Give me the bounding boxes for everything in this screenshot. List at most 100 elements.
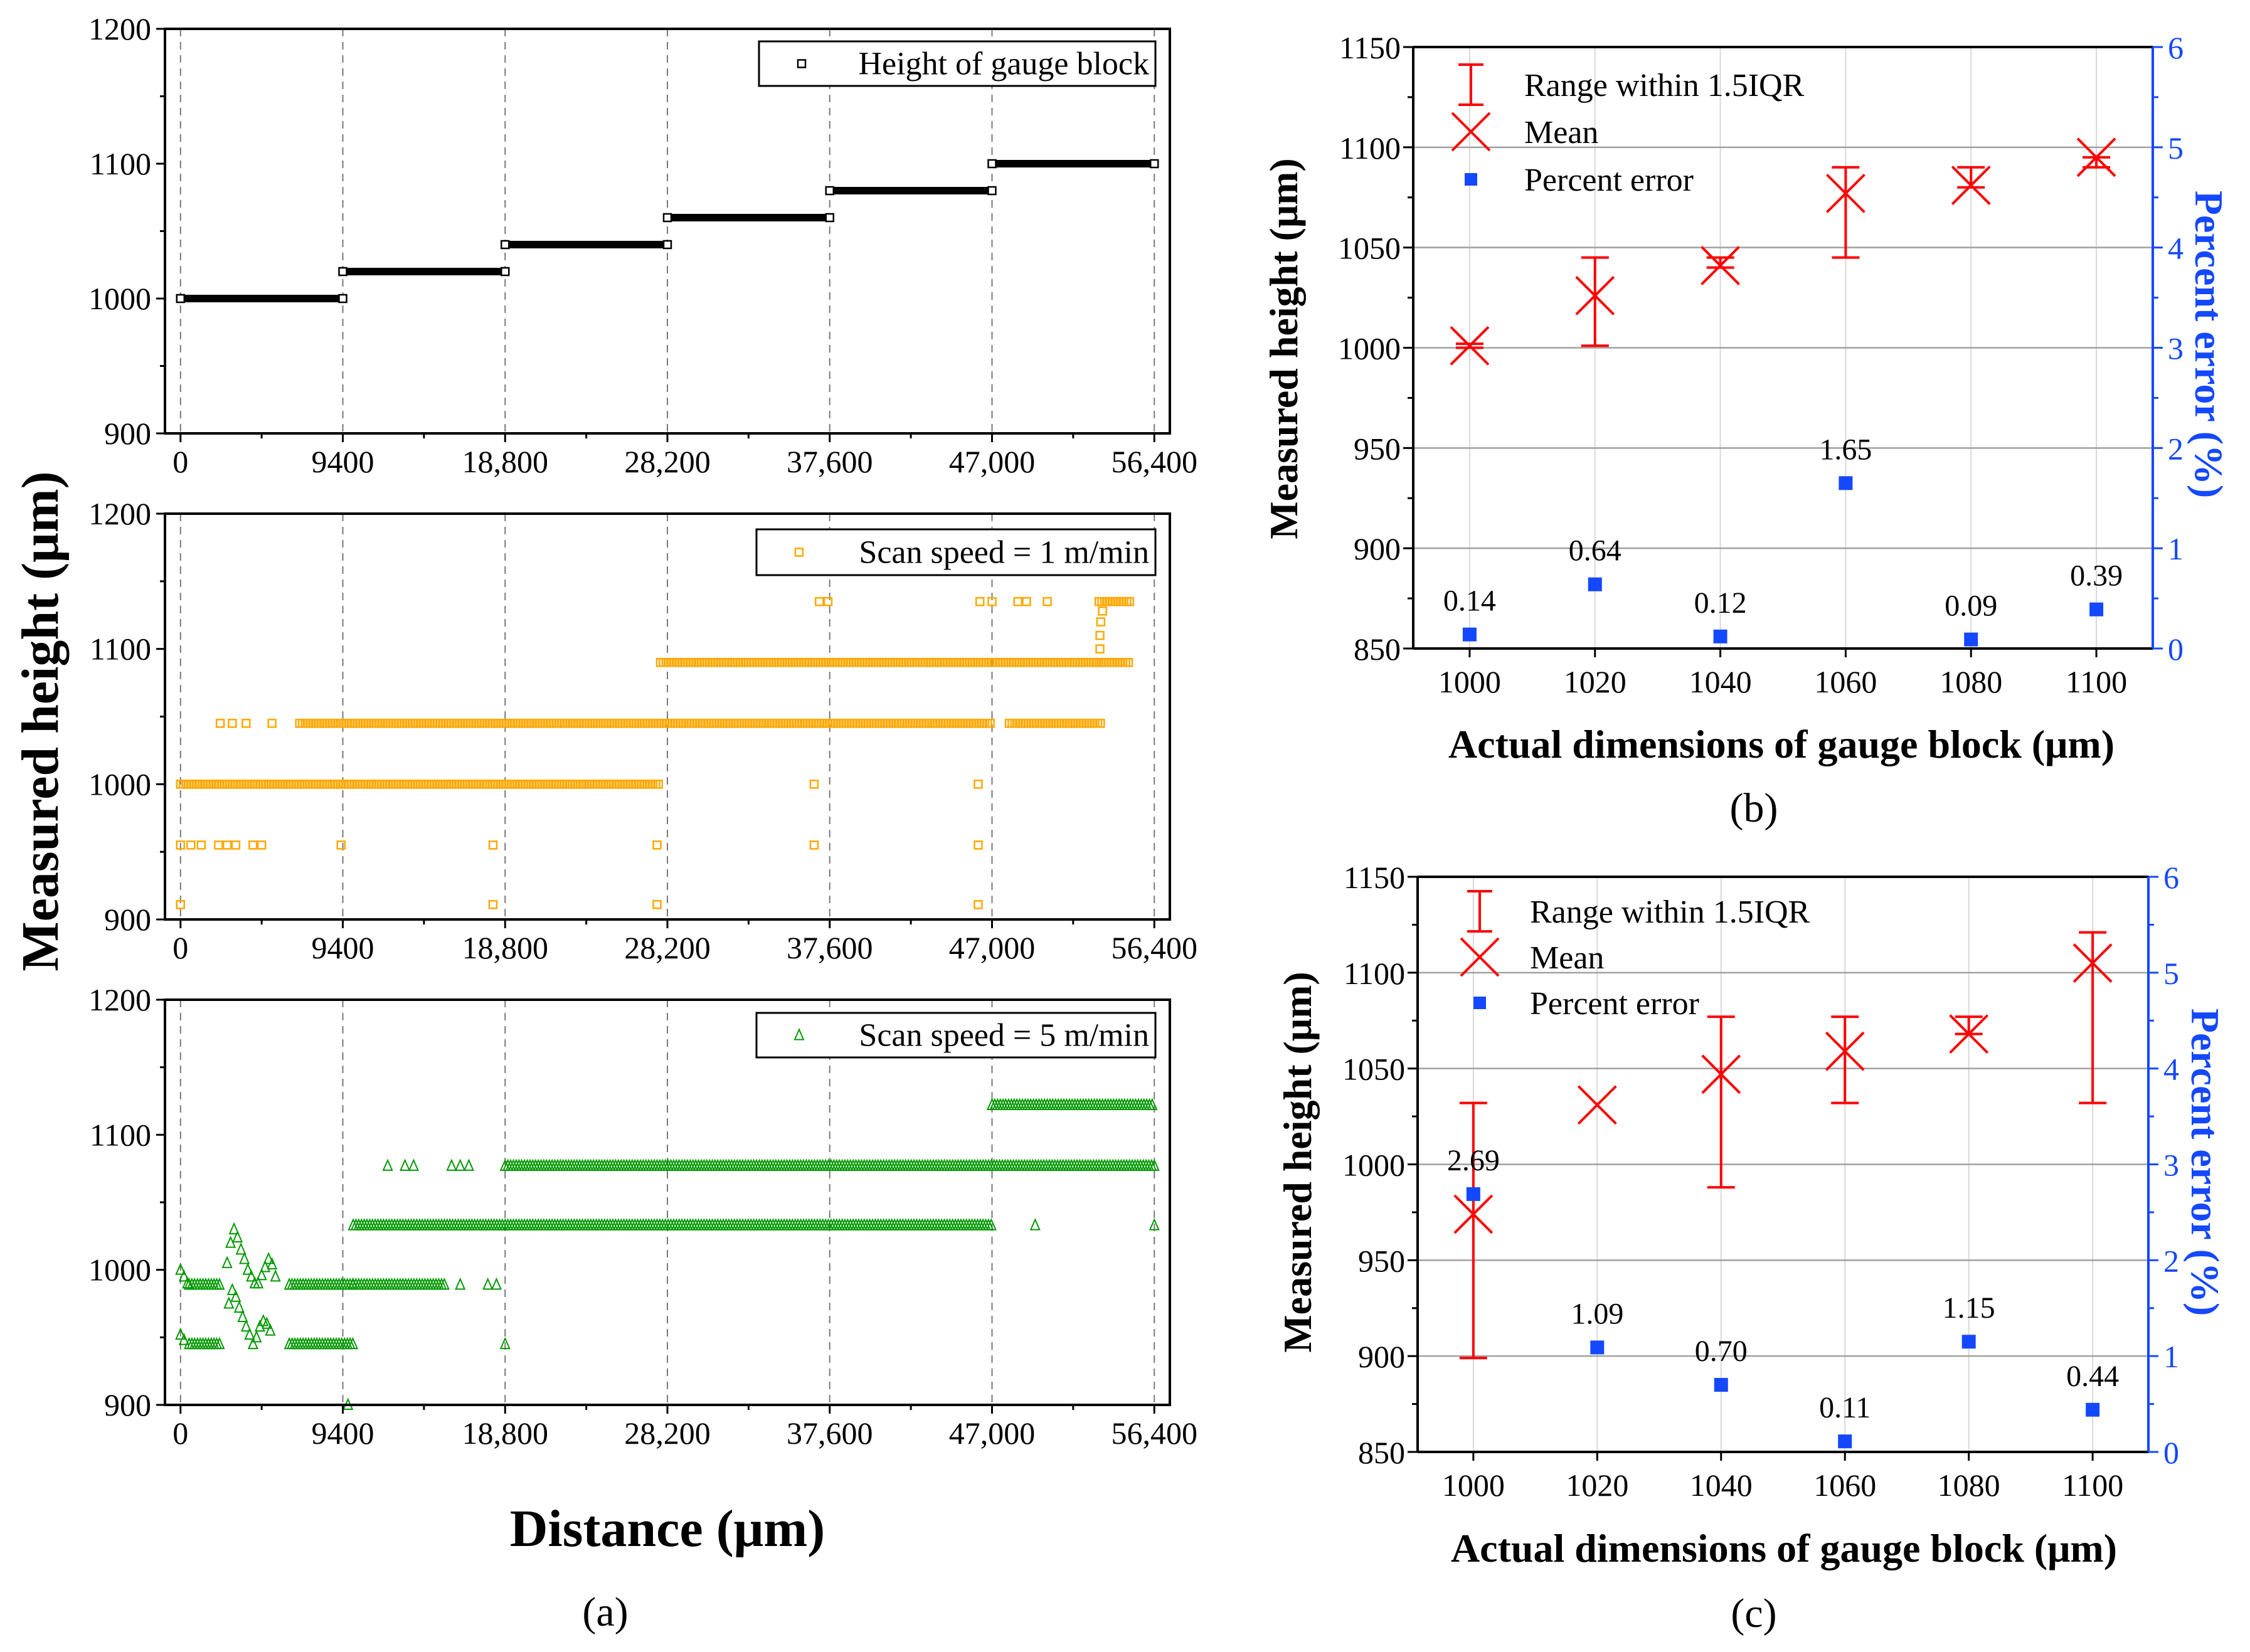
data-point (838, 657, 847, 667)
data-point (987, 186, 997, 196)
data-point (435, 780, 445, 789)
panel-a-subplot-1: 900 1000 1100 1200 0 9400 18,800 28,200 37,600 47… (88, 11, 1197, 479)
data-point (486, 719, 495, 728)
data-point (974, 780, 983, 789)
data-point (270, 1269, 281, 1282)
data-point (809, 719, 819, 728)
data-point (1026, 719, 1036, 728)
data-point (1064, 657, 1075, 667)
data-point (300, 719, 310, 728)
y2-tick-label: 3 (2163, 1148, 2179, 1183)
data-point (532, 780, 542, 789)
data-point (899, 657, 908, 667)
data-point (883, 719, 893, 728)
data-point (649, 719, 658, 728)
data-point (1118, 657, 1128, 667)
data-point (612, 719, 622, 728)
data-point (664, 657, 674, 667)
legend-percent-icon (1465, 173, 1477, 186)
y2-tick-label: 1 (2163, 1339, 2179, 1374)
panel-c-y2label: Percent error (%) (2183, 1009, 2227, 1316)
data-point (344, 780, 354, 789)
data-point (1065, 719, 1075, 728)
data-point (814, 596, 824, 606)
data-point (648, 780, 658, 789)
legend-percent-icon (1473, 997, 1486, 1009)
data-point (1103, 596, 1112, 606)
data-point (311, 719, 321, 728)
data-point (443, 780, 454, 789)
data-point (788, 657, 798, 667)
data-point (1062, 657, 1071, 667)
data-point (366, 780, 376, 789)
data-point (241, 719, 251, 728)
data-point (306, 719, 316, 728)
data-point (769, 657, 778, 667)
legend-marker-icon (794, 548, 804, 557)
data-point (950, 719, 959, 728)
x-tick-label: 1060 (1814, 664, 1877, 699)
data-point (502, 780, 511, 789)
data-point (787, 719, 796, 728)
data-point (262, 780, 271, 789)
data-point (1117, 596, 1126, 606)
data-point (186, 840, 196, 850)
data-point (488, 900, 498, 909)
y-tick-label: 1150 (1344, 860, 1405, 895)
data-point (338, 267, 348, 277)
data-point (1022, 596, 1031, 606)
data-point (940, 657, 950, 667)
data-point (676, 719, 686, 728)
data-point (382, 1158, 393, 1171)
data-point (225, 780, 235, 789)
data-point (512, 780, 523, 789)
data-point (1048, 657, 1058, 667)
data-point (756, 719, 766, 728)
mean-marker (1701, 1054, 1741, 1094)
data-point (714, 719, 724, 728)
data-point (353, 780, 362, 789)
percent-error-label: 0.70 (1695, 1335, 1748, 1368)
data-point (1093, 719, 1103, 728)
data-point (925, 719, 935, 728)
data-point (441, 780, 450, 789)
data-point (907, 657, 917, 667)
data-point (793, 657, 804, 667)
data-point (457, 780, 467, 789)
data-point (413, 780, 423, 789)
data-point (1079, 719, 1089, 728)
data-point (477, 719, 487, 728)
data-point (960, 719, 970, 728)
data-point (972, 719, 981, 728)
data-point (587, 780, 597, 789)
data-point (1067, 657, 1077, 667)
data-point (201, 780, 210, 789)
data-point (485, 780, 495, 789)
x-tick-label: 1020 (1564, 664, 1626, 699)
data-point (929, 657, 939, 667)
data-point (466, 719, 476, 728)
data-point (1004, 657, 1014, 667)
data-point (1023, 657, 1032, 667)
data-point (677, 657, 687, 667)
data-point (433, 719, 443, 728)
data-point (734, 719, 744, 728)
y-tick-label: 1000 (1338, 331, 1401, 366)
data-point (1071, 719, 1080, 728)
data-point (635, 719, 644, 728)
data-point (510, 719, 520, 728)
data-point (1085, 719, 1094, 728)
mean-marker (1701, 246, 1740, 285)
data-point (568, 719, 578, 728)
legend-label: Range within 1.5IQR (1530, 894, 1810, 930)
data-point (400, 1158, 411, 1171)
data-point (1056, 657, 1066, 667)
x-tick-label: 9400 (312, 1416, 374, 1451)
data-point (347, 780, 357, 789)
data-point (400, 780, 409, 789)
data-point (891, 719, 901, 728)
data-point (361, 719, 371, 728)
data-point (297, 719, 307, 728)
x-tick-label: 37,600 (787, 444, 873, 479)
